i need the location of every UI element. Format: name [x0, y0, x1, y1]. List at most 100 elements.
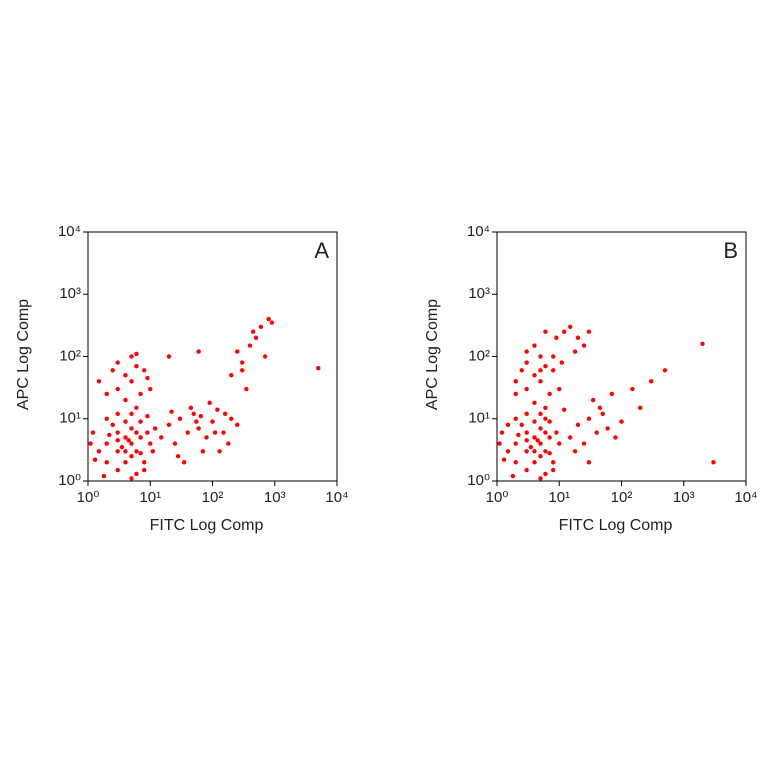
point [104, 416, 109, 421]
point [543, 430, 548, 435]
point [145, 375, 150, 381]
point [110, 422, 115, 427]
point [524, 386, 529, 392]
point [262, 354, 268, 359]
point [532, 373, 537, 378]
point [123, 397, 128, 403]
point [538, 441, 543, 446]
point [119, 444, 125, 450]
point [142, 467, 147, 473]
point [194, 419, 199, 424]
point [557, 386, 562, 392]
x-tick-label: 10¹ [139, 489, 161, 506]
point [581, 441, 587, 446]
point [568, 324, 573, 329]
point [568, 435, 573, 440]
x-tick-label: 10² [611, 489, 633, 506]
point [543, 329, 548, 334]
point [104, 391, 109, 397]
point [590, 397, 596, 403]
point [532, 435, 537, 440]
point [538, 454, 543, 459]
point [115, 411, 120, 417]
point [134, 363, 139, 369]
point [101, 473, 107, 479]
point [229, 373, 234, 378]
y-tick-label: 10¹ [468, 410, 490, 427]
x-axis-label: FITC Log Comp [559, 517, 673, 534]
point [638, 405, 643, 410]
point [543, 416, 548, 421]
point [226, 441, 231, 446]
x-tick-label: 10³ [264, 489, 286, 506]
point [543, 471, 548, 477]
point [561, 329, 567, 334]
point [196, 349, 201, 354]
point [123, 460, 128, 465]
x-tick-label: 10³ [673, 489, 695, 506]
point [235, 422, 240, 427]
point [129, 476, 134, 481]
point [538, 379, 543, 384]
point [551, 467, 556, 473]
y-axis-label: APC Log Comp [424, 299, 441, 410]
point [129, 379, 134, 384]
point [134, 471, 139, 477]
x-axis-label: FITC Log Comp [150, 517, 264, 534]
point [554, 335, 559, 340]
point [126, 438, 131, 443]
point [107, 432, 112, 438]
point [244, 386, 249, 392]
point [166, 422, 172, 427]
x-tick-label: 10² [202, 489, 224, 506]
point [229, 416, 234, 421]
point [269, 320, 275, 325]
point [138, 450, 143, 456]
point [212, 430, 218, 435]
point [551, 368, 556, 373]
point [613, 435, 618, 440]
x-tick-label: 10⁰ [77, 489, 100, 506]
point [138, 419, 143, 424]
point [551, 354, 556, 359]
point [142, 460, 147, 465]
x-tick-label: 10⁴ [325, 489, 348, 506]
point [662, 368, 668, 373]
point [524, 449, 529, 454]
point [524, 411, 529, 417]
point [181, 460, 187, 465]
point [649, 379, 654, 384]
point [524, 360, 529, 365]
point [210, 419, 215, 424]
point [547, 450, 552, 456]
point [513, 460, 518, 465]
point [551, 460, 556, 465]
point [561, 407, 567, 412]
point [129, 441, 134, 446]
point [138, 435, 143, 440]
point [575, 335, 581, 340]
point [538, 476, 543, 481]
point [572, 349, 578, 354]
point [115, 386, 120, 392]
x-tick-label: 10⁴ [734, 489, 757, 506]
point [600, 411, 605, 417]
point [240, 368, 245, 373]
point [145, 413, 150, 419]
plot-frame [496, 231, 747, 482]
point [499, 430, 505, 435]
point [150, 449, 156, 454]
point [96, 379, 102, 384]
point [145, 430, 150, 435]
point [169, 409, 174, 414]
point [505, 449, 511, 454]
point [532, 400, 537, 406]
point [524, 438, 529, 443]
point [497, 441, 502, 446]
point [142, 368, 147, 373]
point [223, 411, 228, 417]
point [501, 457, 507, 462]
point [538, 354, 543, 359]
point [123, 419, 128, 424]
point [196, 426, 201, 431]
